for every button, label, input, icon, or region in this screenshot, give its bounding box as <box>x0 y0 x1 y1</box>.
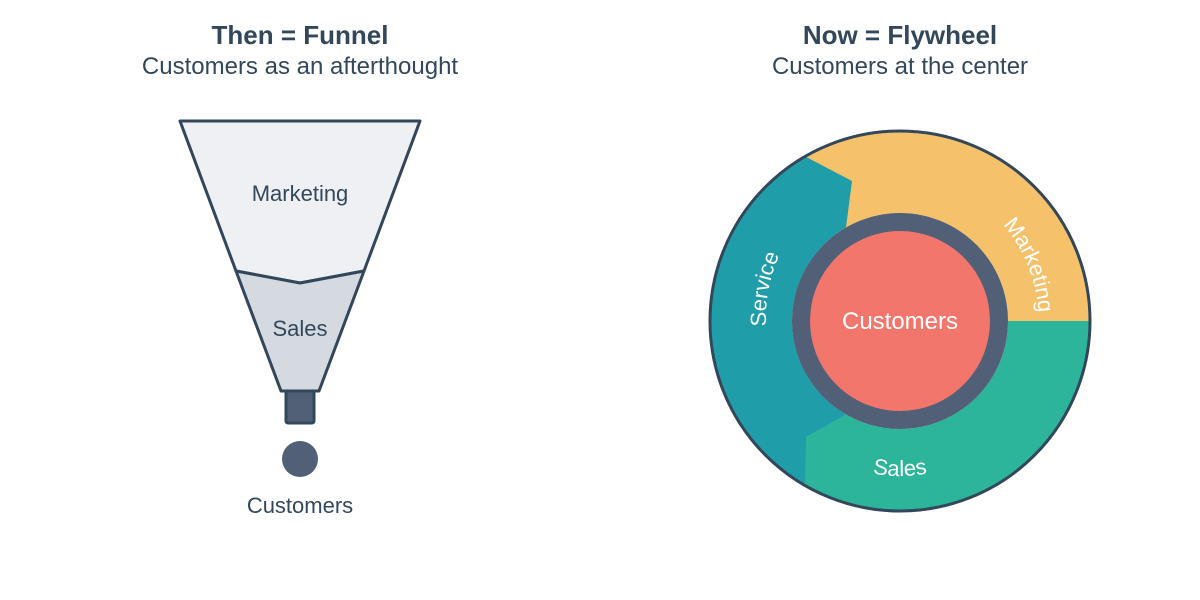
funnel-subtitle: Customers as an afterthought <box>142 53 458 81</box>
flywheel-diagram: Service Marketing Sales Customers <box>600 101 1200 600</box>
flywheel-svg: Service Marketing Sales Customers <box>680 101 1120 541</box>
funnel-title: Then = Funnel <box>212 20 389 51</box>
funnel-label-sales: Sales <box>272 316 327 341</box>
flywheel-panel: Now = Flywheel Customers at the center <box>600 0 1200 600</box>
flywheel-label-center: Customers <box>842 308 958 335</box>
funnel-label-marketing: Marketing <box>252 181 349 206</box>
flywheel-subtitle: Customers at the center <box>772 53 1028 81</box>
funnel-label-customers: Customers <box>247 493 353 518</box>
funnel-svg: Marketing Sales Customers <box>120 101 480 561</box>
funnel-panel: Then = Funnel Customers as an afterthoug… <box>0 0 600 600</box>
funnel-diagram: Marketing Sales Customers <box>0 101 600 600</box>
funnel-spout <box>286 391 314 423</box>
flywheel-label-sales: Sales <box>872 454 928 481</box>
infographic-container: Then = Funnel Customers as an afterthoug… <box>0 0 1200 600</box>
funnel-output-ball <box>282 441 318 477</box>
flywheel-title: Now = Flywheel <box>803 20 997 51</box>
